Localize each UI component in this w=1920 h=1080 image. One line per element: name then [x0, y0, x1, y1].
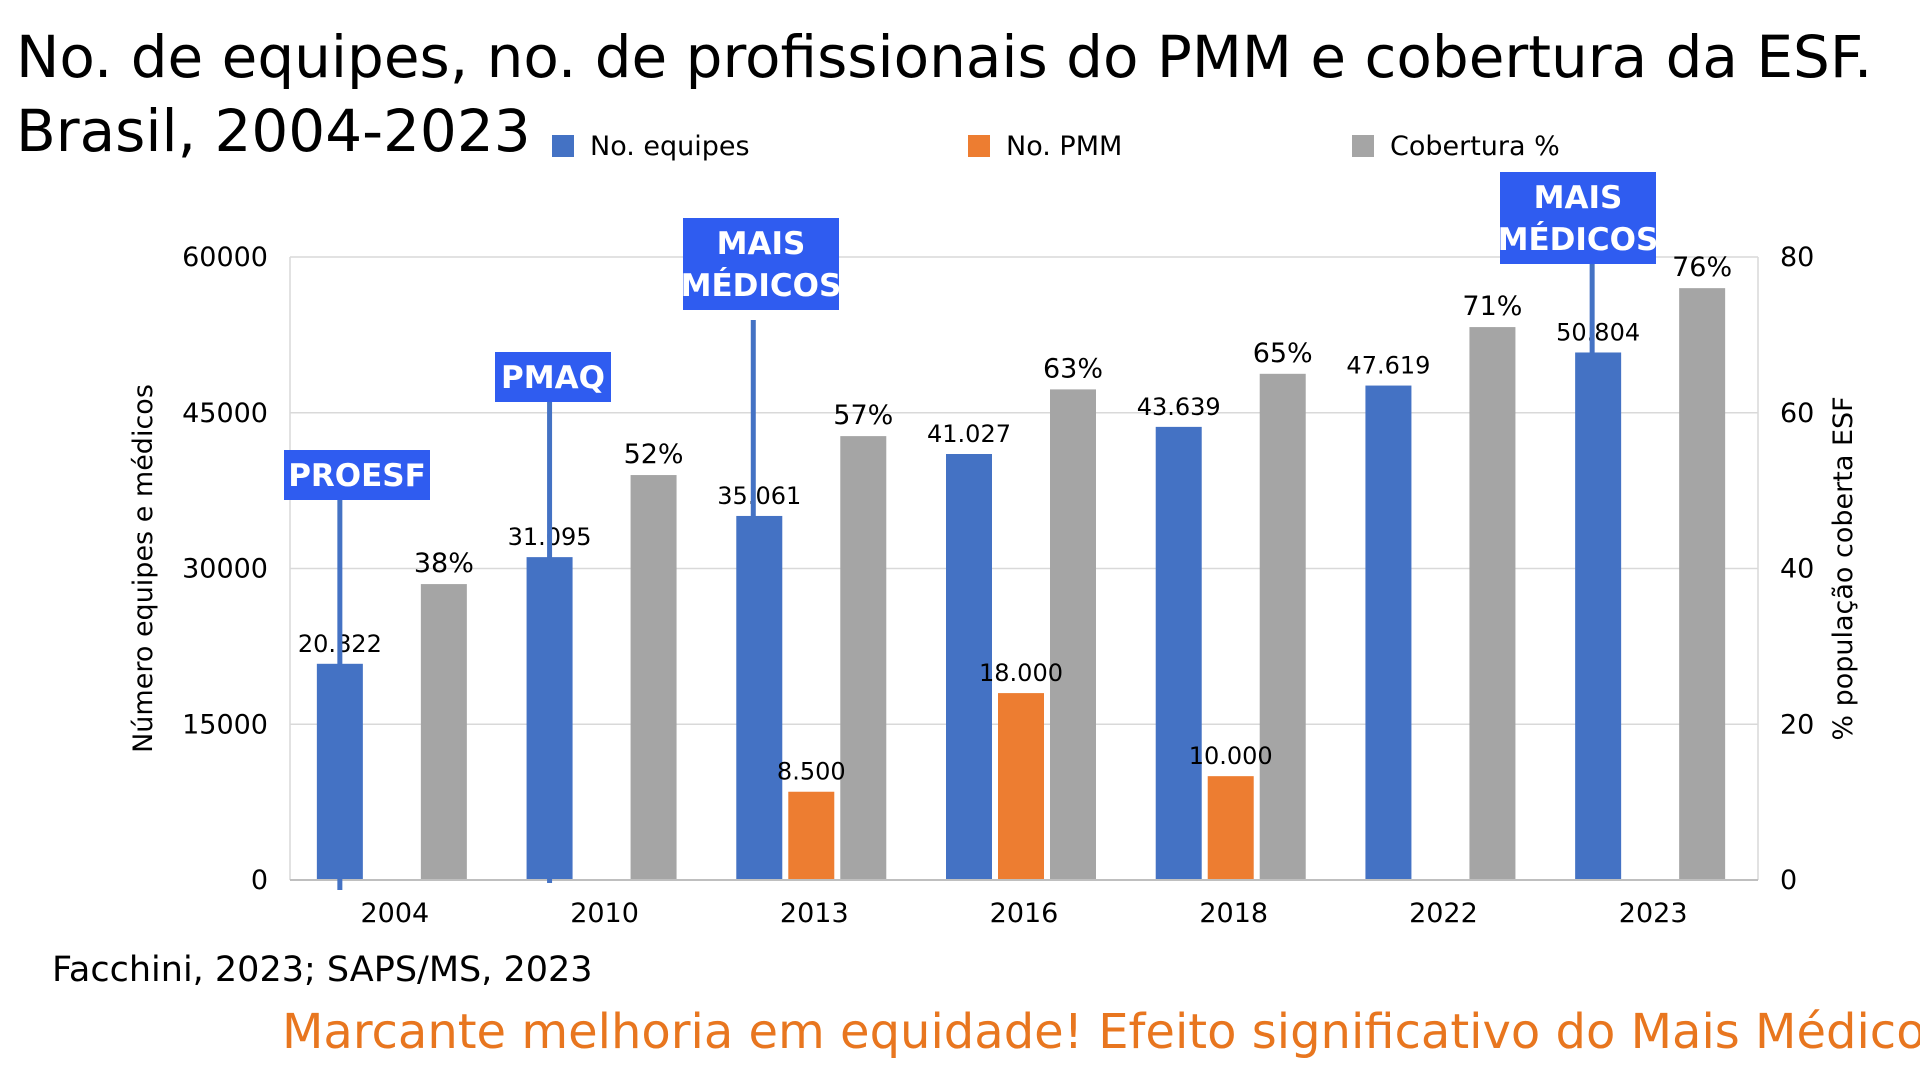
y-right-axis-title: % população coberta ESF [1828, 396, 1859, 740]
data-label-pmm: 10.000 [1189, 742, 1273, 770]
bar-equipes [946, 454, 992, 880]
x-tick-label: 2016 [990, 898, 1059, 929]
y-right-tick-label: 80 [1780, 242, 1814, 273]
x-tick-label: 2018 [1199, 898, 1268, 929]
data-label-cobertura: 63% [1043, 353, 1103, 384]
bar-cobertura [630, 475, 677, 880]
data-label-pmm: 8.500 [777, 758, 846, 786]
bar-equipes [1365, 385, 1412, 880]
data-label-cobertura: 65% [1253, 338, 1313, 369]
callout-label: MAIS [717, 226, 806, 262]
callout-box [683, 218, 839, 310]
y-left-tick-label: 45000 [182, 398, 268, 429]
bar-cobertura [840, 436, 887, 880]
bar-equipes [1155, 426, 1202, 880]
callout-label: MÉDICOS [681, 268, 842, 304]
bar-equipes [736, 515, 783, 880]
axes: 0 0 15000 20 30000 40 45000 60 60000 80 2004 2010 20… [128, 242, 1859, 929]
y-right-tick-label: 0 [1780, 865, 1797, 896]
callout-label: PMAQ [501, 360, 605, 396]
x-tick-label: 2010 [570, 898, 639, 929]
y-right-tick-label: 40 [1780, 554, 1814, 585]
bar-pmm [998, 693, 1044, 880]
legend-swatch-cobertura [1352, 135, 1374, 157]
data-label-cobertura: 76% [1672, 252, 1732, 283]
callout-box [284, 450, 430, 500]
legend-swatch-equipes [552, 135, 574, 157]
data-label-equipes: 47.619 [1346, 352, 1430, 380]
y-right-tick-label: 60 [1780, 398, 1814, 429]
data-label-pmm: 18.000 [979, 659, 1063, 687]
chart-title: No. de equipes, no. de profissionais do … [16, 20, 1872, 168]
bar-cobertura [1259, 373, 1306, 880]
y-left-tick-label: 30000 [182, 554, 268, 585]
data-labels: 20.82231.09535.06141.02743.63947.61950.8… [298, 252, 1732, 786]
bar-cobertura [1050, 389, 1096, 880]
y-left-tick-label: 15000 [182, 709, 268, 740]
y-right-tick-label: 20 [1780, 709, 1814, 740]
x-tick-label: 2023 [1619, 898, 1688, 929]
conclusion-text: Marcante melhoria em equidade! Efeito si… [282, 1004, 1920, 1060]
x-tick-label: 2004 [360, 898, 429, 929]
bar-pmm [1207, 776, 1254, 880]
callouts: PROESF PMAQ MAIS MÉDICOS MAIS MÉDICOS [284, 172, 1658, 890]
bar-equipes [1575, 352, 1622, 881]
legend-label-pmm: No. PMM [1006, 131, 1122, 162]
callout-box [495, 352, 611, 402]
callout-box [1500, 172, 1656, 264]
bar-cobertura [1469, 327, 1516, 880]
x-tick-label: 2013 [780, 898, 849, 929]
data-label-cobertura: 52% [624, 439, 684, 470]
legend: No. equipes No. PMM Cobertura % [552, 131, 1560, 162]
legend-label-cobertura: Cobertura % [1390, 131, 1560, 162]
data-label-cobertura: 38% [414, 548, 474, 579]
bar-pmm [788, 791, 835, 880]
chart-title-line-1: No. de equipes, no. de profissionais do … [16, 23, 1873, 91]
x-tick-label: 2022 [1409, 898, 1478, 929]
bar-cobertura [420, 584, 467, 880]
data-label-equipes: 35.061 [717, 482, 801, 510]
bar-cobertura [1679, 288, 1726, 880]
source-citation: Facchini, 2023; SAPS/MS, 2023 [52, 950, 593, 990]
chart-title-line-2: Brasil, 2004-2023 [16, 97, 531, 165]
legend-label-equipes: No. equipes [590, 131, 750, 162]
callout-label: MAIS [1534, 180, 1623, 216]
callout-label: MÉDICOS [1498, 222, 1659, 258]
data-label-cobertura: 71% [1462, 291, 1522, 322]
data-label-equipes: 41.027 [927, 420, 1011, 448]
y-left-tick-label: 0 [251, 865, 268, 896]
data-label-cobertura: 57% [833, 400, 893, 431]
y-left-tick-label: 60000 [182, 242, 268, 273]
callout-label: PROESF [288, 458, 426, 494]
data-label-equipes: 43.639 [1137, 393, 1221, 421]
legend-swatch-pmm [968, 135, 990, 157]
y-left-axis-title: Número equipes e médicos [128, 384, 159, 753]
data-label-equipes: 50.804 [1556, 318, 1640, 346]
